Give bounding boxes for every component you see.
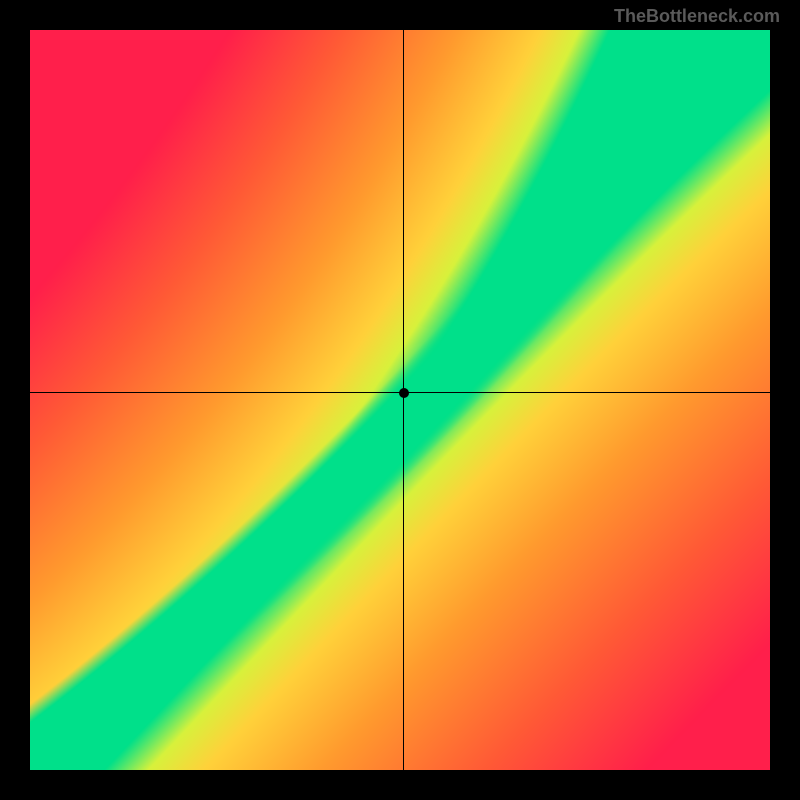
crosshair-vertical bbox=[403, 30, 404, 770]
watermark-text: TheBottleneck.com bbox=[614, 6, 780, 27]
heatmap-canvas bbox=[30, 30, 770, 770]
marker-point bbox=[399, 388, 409, 398]
plot-area bbox=[30, 30, 770, 770]
